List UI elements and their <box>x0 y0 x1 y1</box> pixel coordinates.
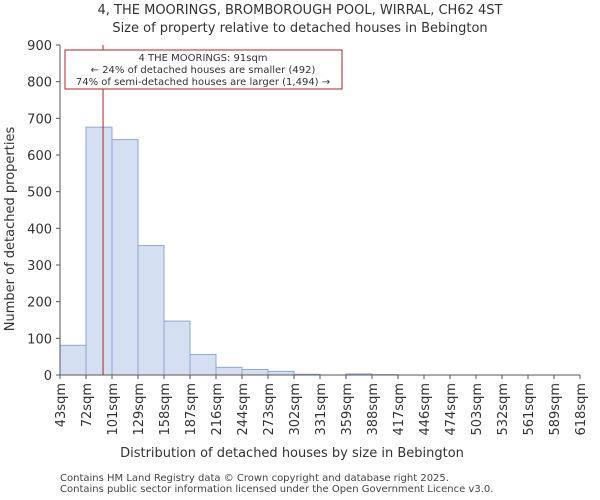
x-tick-label: 273sqm <box>262 383 277 436</box>
x-tick-label: 474sqm <box>444 383 459 436</box>
x-tick-label: 158sqm <box>158 383 173 436</box>
x-tick-label: 532sqm <box>496 383 511 436</box>
annotation-line1: 4 THE MOORINGS: 91sqm <box>138 53 267 64</box>
y-tick-label: 900 <box>27 39 52 54</box>
y-tick-label: 0 <box>44 369 52 384</box>
x-tick-label: 244sqm <box>236 383 251 436</box>
bar-43sqm <box>59 344 87 376</box>
y-tick-label: 400 <box>27 222 52 237</box>
y-tick-label: 200 <box>27 296 52 311</box>
x-tick-label: 503sqm <box>470 383 485 436</box>
annotation-line3: 74% of semi-detached houses are larger (… <box>76 77 330 88</box>
x-tick-label: 43sqm <box>54 383 69 427</box>
x-tick-label: 618sqm <box>574 383 589 436</box>
chart-title-line2: Size of property relative to detached ho… <box>112 21 487 36</box>
bars-group <box>59 126 399 376</box>
bar-273sqm <box>267 370 295 376</box>
y-tick-label: 700 <box>27 112 52 127</box>
x-tick-label: 187sqm <box>184 383 199 436</box>
chart-title-line1: 4, THE MOORINGS, BROMBOROUGH POOL, WIRRA… <box>98 3 503 18</box>
bar-72sqm <box>85 126 113 376</box>
axes-group: 0 100 200 300 400 500 600 700 800 900 43sqm 72sqm 10… <box>27 39 589 436</box>
bar-187sqm <box>189 353 217 376</box>
bar-129sqm <box>137 245 165 376</box>
annotation-border <box>64 49 343 90</box>
bar-244sqm <box>241 369 269 376</box>
x-tick-label: 216sqm <box>210 383 225 436</box>
y-tick-label: 800 <box>27 76 52 91</box>
annotation-line2: ← 24% of detached houses are smaller (49… <box>91 65 316 76</box>
x-tick-label: 446sqm <box>418 383 433 436</box>
footer-line1: Contains HM Land Registry data © Crown c… <box>60 473 449 484</box>
bar-101sqm <box>111 139 139 376</box>
y-tick-label: 100 <box>27 332 52 347</box>
y-tick-label: 500 <box>27 186 52 201</box>
x-tick-label: 72sqm <box>80 383 95 427</box>
x-tick-label: 561sqm <box>522 383 537 436</box>
y-axis-title: Number of detached properties <box>3 127 18 332</box>
x-tick-label: 359sqm <box>340 383 355 436</box>
y-tick-label: 300 <box>27 259 52 274</box>
x-tick-label: 331sqm <box>314 383 329 436</box>
x-tick-label: 302sqm <box>288 383 303 436</box>
footer-line2: Contains public sector information licen… <box>60 484 494 495</box>
x-axis-title: Distribution of detached houses by size … <box>120 446 464 461</box>
bar-158sqm <box>163 320 191 376</box>
x-tick-label: 388sqm <box>366 383 381 436</box>
x-tick-label: 101sqm <box>106 383 121 436</box>
y-tick-label: 600 <box>27 149 52 164</box>
x-tick-label: 589sqm <box>548 383 563 436</box>
bar-216sqm <box>215 366 243 376</box>
annotation-box: 4 THE MOORINGS: 91sqm ← 24% of detached … <box>64 49 343 90</box>
x-tick-label: 129sqm <box>132 383 147 436</box>
x-tick-label: 417sqm <box>392 383 407 436</box>
